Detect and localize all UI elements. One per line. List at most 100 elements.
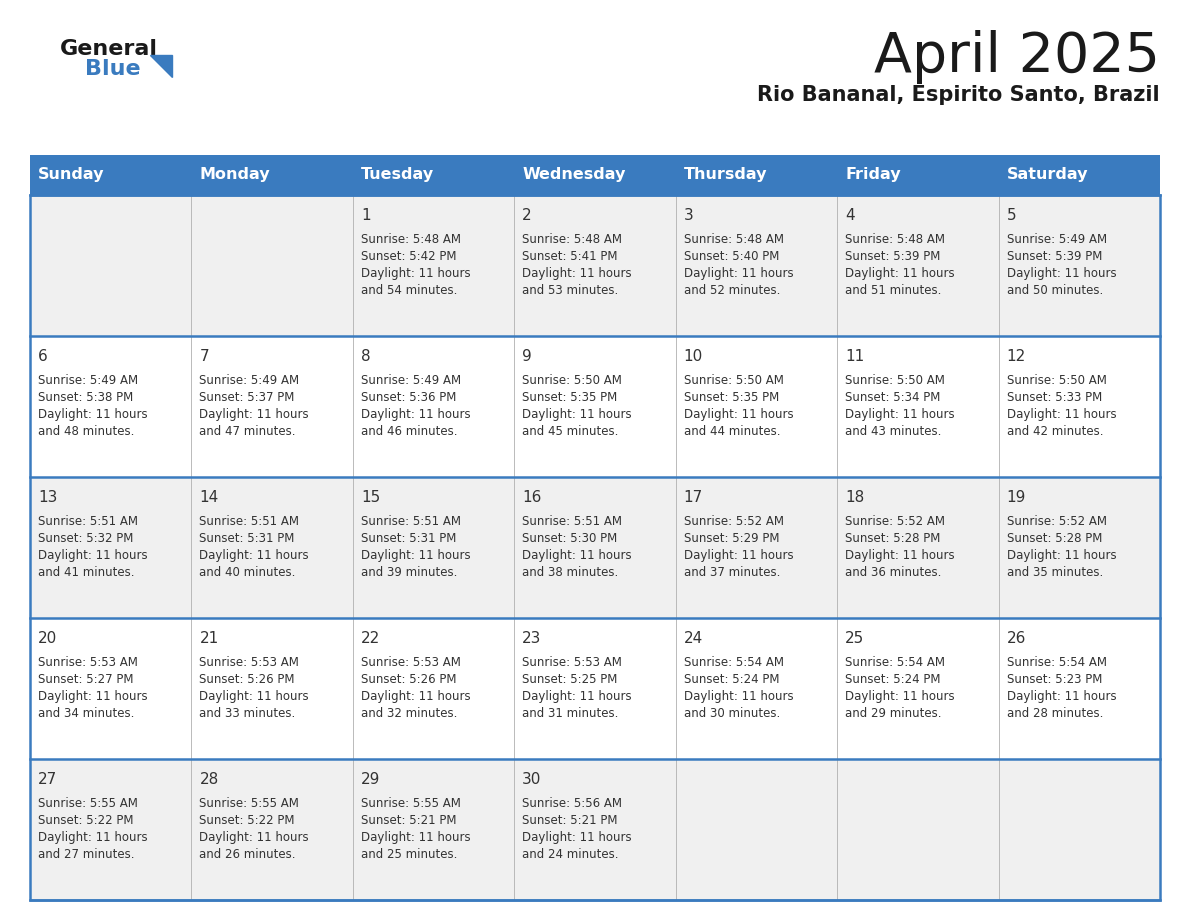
Text: Sunrise: 5:56 AM: Sunrise: 5:56 AM [523, 797, 623, 810]
Text: Daylight: 11 hours: Daylight: 11 hours [845, 549, 955, 562]
Text: Daylight: 11 hours: Daylight: 11 hours [361, 267, 470, 280]
Text: 11: 11 [845, 349, 865, 364]
Text: and 27 minutes.: and 27 minutes. [38, 848, 134, 861]
Text: Daylight: 11 hours: Daylight: 11 hours [200, 408, 309, 421]
Text: Sunrise: 5:52 AM: Sunrise: 5:52 AM [845, 515, 946, 528]
Text: Saturday: Saturday [1006, 167, 1088, 183]
Text: and 45 minutes.: and 45 minutes. [523, 425, 619, 438]
Text: Sunday: Sunday [38, 167, 105, 183]
Text: Daylight: 11 hours: Daylight: 11 hours [684, 549, 794, 562]
Text: Sunset: 5:29 PM: Sunset: 5:29 PM [684, 532, 779, 545]
Text: and 48 minutes.: and 48 minutes. [38, 425, 134, 438]
Text: and 33 minutes.: and 33 minutes. [200, 707, 296, 720]
Text: Daylight: 11 hours: Daylight: 11 hours [38, 831, 147, 844]
Text: 17: 17 [684, 490, 703, 505]
Text: Daylight: 11 hours: Daylight: 11 hours [1006, 267, 1117, 280]
Text: Sunrise: 5:51 AM: Sunrise: 5:51 AM [38, 515, 138, 528]
Text: Sunrise: 5:48 AM: Sunrise: 5:48 AM [845, 233, 946, 246]
Text: and 34 minutes.: and 34 minutes. [38, 707, 134, 720]
Text: Daylight: 11 hours: Daylight: 11 hours [200, 549, 309, 562]
Text: 12: 12 [1006, 349, 1025, 364]
Text: 30: 30 [523, 772, 542, 787]
Text: and 42 minutes.: and 42 minutes. [1006, 425, 1104, 438]
Text: Friday: Friday [845, 167, 901, 183]
Bar [30, 618, 1159, 759]
Text: General: General [61, 39, 158, 59]
Text: and 47 minutes.: and 47 minutes. [200, 425, 296, 438]
Text: Daylight: 11 hours: Daylight: 11 hours [684, 267, 794, 280]
Text: Sunrise: 5:52 AM: Sunrise: 5:52 AM [1006, 515, 1106, 528]
Text: Sunset: 5:35 PM: Sunset: 5:35 PM [684, 391, 779, 404]
Text: and 32 minutes.: and 32 minutes. [361, 707, 457, 720]
Text: Sunset: 5:38 PM: Sunset: 5:38 PM [38, 391, 133, 404]
Text: Sunset: 5:34 PM: Sunset: 5:34 PM [845, 391, 941, 404]
Text: Sunset: 5:21 PM: Sunset: 5:21 PM [523, 814, 618, 827]
Text: Sunset: 5:28 PM: Sunset: 5:28 PM [1006, 532, 1102, 545]
Text: Daylight: 11 hours: Daylight: 11 hours [200, 831, 309, 844]
Text: Sunrise: 5:51 AM: Sunrise: 5:51 AM [200, 515, 299, 528]
Text: and 40 minutes.: and 40 minutes. [200, 566, 296, 579]
Text: Sunset: 5:21 PM: Sunset: 5:21 PM [361, 814, 456, 827]
Text: and 50 minutes.: and 50 minutes. [1006, 284, 1102, 297]
Text: 4: 4 [845, 208, 855, 223]
Text: 25: 25 [845, 631, 865, 646]
Text: Sunset: 5:33 PM: Sunset: 5:33 PM [1006, 391, 1101, 404]
Text: 7: 7 [200, 349, 209, 364]
Text: Sunrise: 5:50 AM: Sunrise: 5:50 AM [523, 374, 623, 387]
Text: Sunset: 5:26 PM: Sunset: 5:26 PM [361, 673, 456, 686]
Text: Daylight: 11 hours: Daylight: 11 hours [845, 267, 955, 280]
Text: 8: 8 [361, 349, 371, 364]
Text: Daylight: 11 hours: Daylight: 11 hours [38, 408, 147, 421]
Text: and 39 minutes.: and 39 minutes. [361, 566, 457, 579]
Text: Sunset: 5:27 PM: Sunset: 5:27 PM [38, 673, 133, 686]
Text: Sunset: 5:28 PM: Sunset: 5:28 PM [845, 532, 941, 545]
Polygon shape [150, 55, 172, 77]
Text: and 28 minutes.: and 28 minutes. [1006, 707, 1102, 720]
Text: 1: 1 [361, 208, 371, 223]
Text: Sunrise: 5:54 AM: Sunrise: 5:54 AM [1006, 656, 1106, 669]
Text: Monday: Monday [200, 167, 270, 183]
Bar [30, 477, 1159, 618]
Text: Sunrise: 5:55 AM: Sunrise: 5:55 AM [361, 797, 461, 810]
Text: Sunrise: 5:53 AM: Sunrise: 5:53 AM [200, 656, 299, 669]
Text: 2: 2 [523, 208, 532, 223]
Text: Sunrise: 5:53 AM: Sunrise: 5:53 AM [38, 656, 138, 669]
Text: and 41 minutes.: and 41 minutes. [38, 566, 134, 579]
Text: Sunrise: 5:49 AM: Sunrise: 5:49 AM [38, 374, 138, 387]
Text: Sunset: 5:36 PM: Sunset: 5:36 PM [361, 391, 456, 404]
Text: Tuesday: Tuesday [361, 167, 434, 183]
Text: Sunset: 5:39 PM: Sunset: 5:39 PM [845, 250, 941, 263]
Text: Sunrise: 5:54 AM: Sunrise: 5:54 AM [684, 656, 784, 669]
Bar [30, 195, 1159, 900]
Text: 23: 23 [523, 631, 542, 646]
Text: Sunrise: 5:50 AM: Sunrise: 5:50 AM [684, 374, 784, 387]
Text: Sunrise: 5:48 AM: Sunrise: 5:48 AM [684, 233, 784, 246]
Text: Sunset: 5:41 PM: Sunset: 5:41 PM [523, 250, 618, 263]
Text: Blue: Blue [86, 59, 140, 79]
Text: Sunrise: 5:51 AM: Sunrise: 5:51 AM [523, 515, 623, 528]
Text: and 46 minutes.: and 46 minutes. [361, 425, 457, 438]
Text: Daylight: 11 hours: Daylight: 11 hours [523, 690, 632, 703]
Text: Sunset: 5:26 PM: Sunset: 5:26 PM [200, 673, 295, 686]
Text: Daylight: 11 hours: Daylight: 11 hours [200, 690, 309, 703]
Text: Sunrise: 5:55 AM: Sunrise: 5:55 AM [38, 797, 138, 810]
Text: 28: 28 [200, 772, 219, 787]
Text: Sunrise: 5:49 AM: Sunrise: 5:49 AM [1006, 233, 1107, 246]
Text: 26: 26 [1006, 631, 1026, 646]
Text: 5: 5 [1006, 208, 1016, 223]
Text: and 38 minutes.: and 38 minutes. [523, 566, 619, 579]
Text: Sunrise: 5:53 AM: Sunrise: 5:53 AM [523, 656, 623, 669]
Text: April 2025: April 2025 [874, 30, 1159, 84]
Text: Sunset: 5:23 PM: Sunset: 5:23 PM [1006, 673, 1102, 686]
Text: Daylight: 11 hours: Daylight: 11 hours [361, 831, 470, 844]
Text: Sunrise: 5:55 AM: Sunrise: 5:55 AM [200, 797, 299, 810]
Text: Daylight: 11 hours: Daylight: 11 hours [845, 408, 955, 421]
Text: and 24 minutes.: and 24 minutes. [523, 848, 619, 861]
Text: 29: 29 [361, 772, 380, 787]
Text: Daylight: 11 hours: Daylight: 11 hours [1006, 549, 1117, 562]
Text: Sunset: 5:42 PM: Sunset: 5:42 PM [361, 250, 456, 263]
Text: and 43 minutes.: and 43 minutes. [845, 425, 942, 438]
Text: 13: 13 [38, 490, 57, 505]
Text: Sunrise: 5:53 AM: Sunrise: 5:53 AM [361, 656, 461, 669]
Text: Sunset: 5:40 PM: Sunset: 5:40 PM [684, 250, 779, 263]
